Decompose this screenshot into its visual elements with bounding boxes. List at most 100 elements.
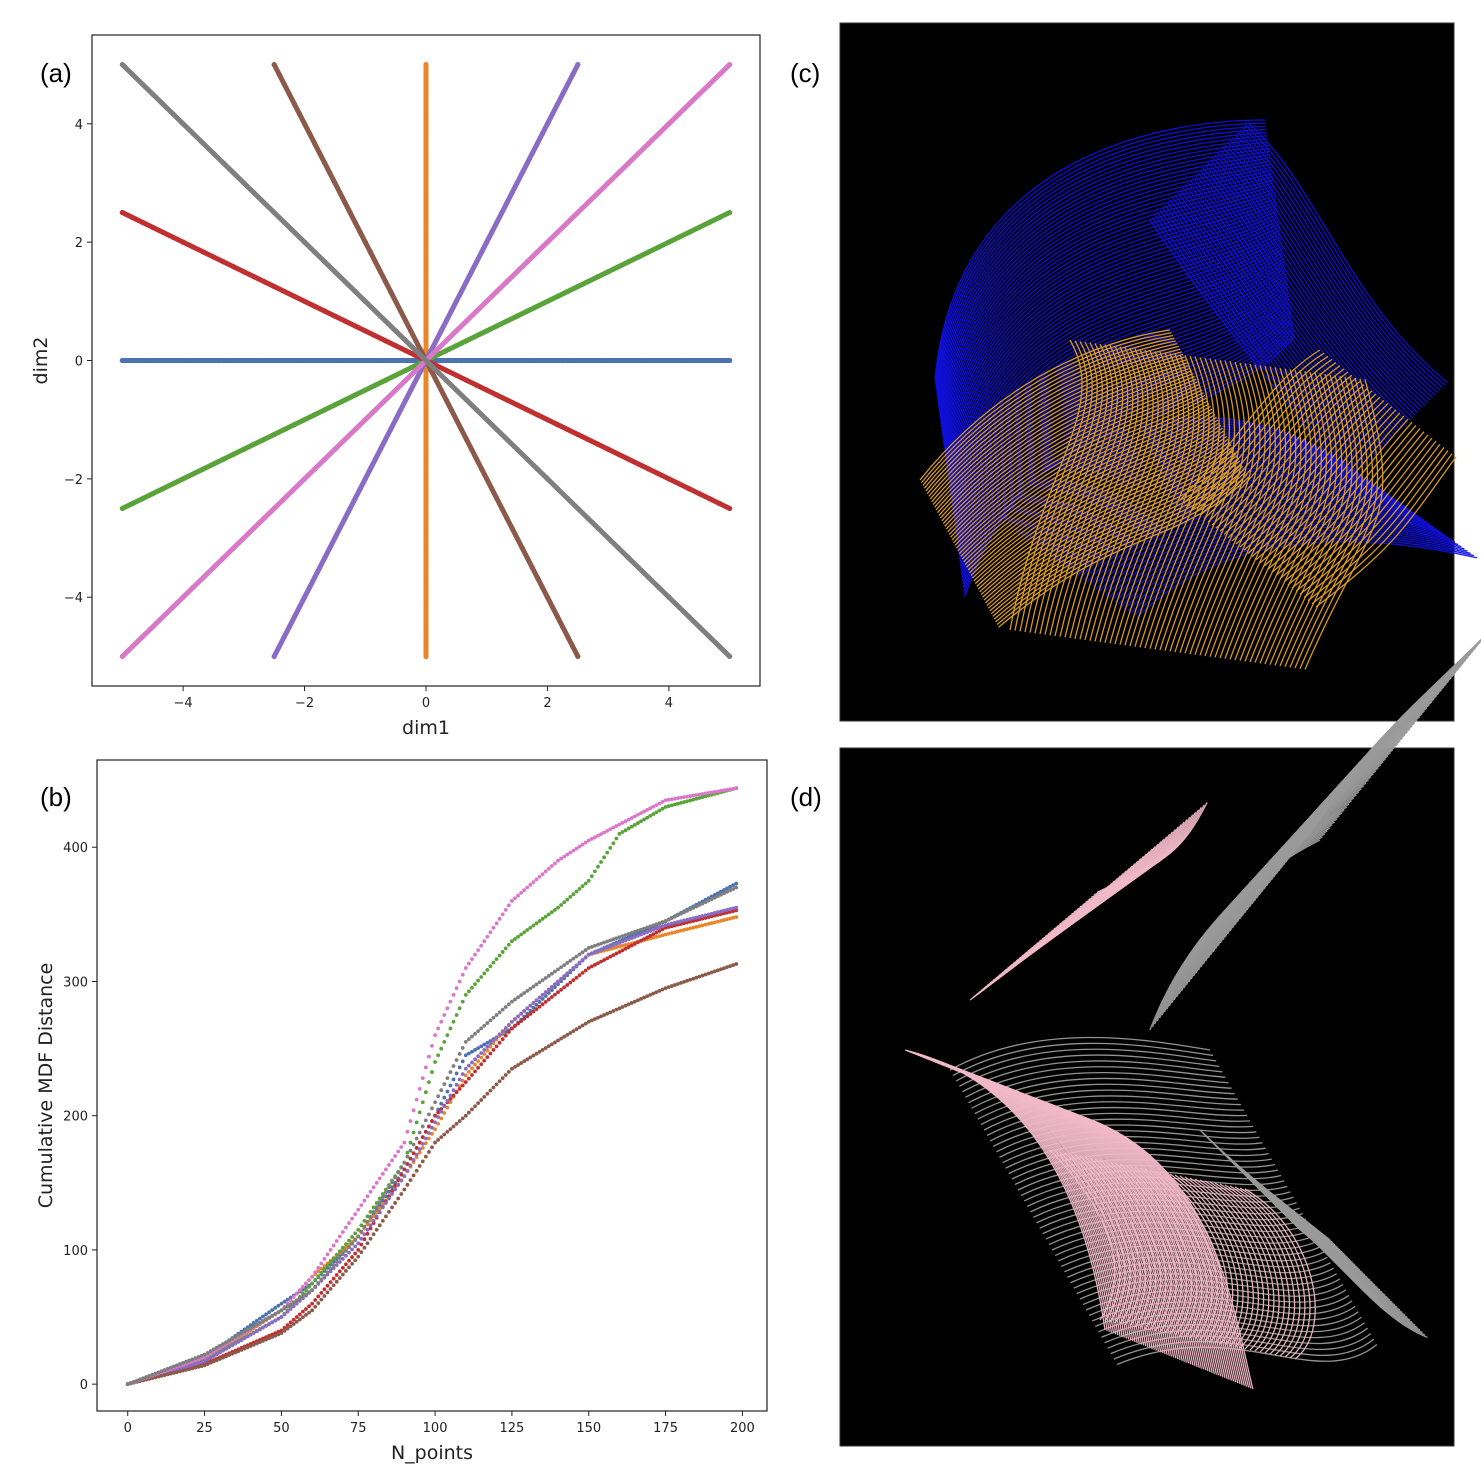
point [382,318,389,324]
point [565,983,570,987]
point [310,1308,315,1313]
point [196,1364,201,1369]
point [442,1132,447,1137]
point [457,1084,462,1089]
point [402,1174,407,1179]
point [442,1039,447,1044]
point [629,824,634,829]
point [454,1121,459,1126]
point [382,377,389,383]
point [423,1065,428,1070]
point [423,338,429,344]
point [276,1310,281,1315]
point [119,505,125,512]
y-tick-label: 2 [75,236,83,251]
point [291,1304,296,1309]
point [377,269,384,275]
point [716,71,723,78]
x-tick-label: 2 [543,696,551,711]
point [445,1105,450,1110]
point [322,456,328,462]
point [332,402,338,408]
point [676,111,682,117]
point [208,1360,213,1365]
point [669,931,674,935]
point [534,140,540,147]
point [436,1121,441,1126]
point [331,1263,336,1268]
point [500,1037,505,1042]
point [599,1014,603,1019]
point [506,1030,511,1034]
point [466,961,471,966]
y-tick-label: 400 [63,841,88,856]
point [433,1140,437,1145]
point [271,431,277,438]
point [608,944,613,949]
point [451,1064,456,1068]
point [503,1030,508,1034]
point [241,446,247,452]
point [524,357,530,364]
point [544,239,551,245]
point [484,298,490,304]
point [725,917,729,922]
point [595,274,601,280]
point [368,1236,373,1241]
point [367,249,373,255]
point [454,1058,459,1062]
point [347,209,353,216]
point [128,1381,133,1385]
point [291,1322,296,1326]
point [503,1073,508,1077]
point [199,1353,204,1358]
point [380,1198,385,1203]
panel-label-c: (c) [790,58,821,88]
point [453,298,459,304]
point [686,229,692,235]
point [285,1323,290,1327]
point [171,1370,176,1375]
point [382,338,389,344]
point [546,987,551,992]
point [494,1044,499,1049]
x-tick-label: 0 [422,696,430,711]
point [147,1373,152,1378]
point [382,278,389,285]
point [340,1245,345,1250]
point [504,200,510,206]
point [466,989,471,994]
point [362,298,368,304]
point [473,1062,477,1067]
point [473,1048,477,1052]
point [666,922,671,927]
point [411,1130,416,1135]
point [700,916,705,921]
point [691,919,696,923]
point [700,923,705,928]
point [473,1069,477,1074]
point [585,200,591,206]
point [669,916,674,921]
point [596,864,600,869]
point [340,1256,345,1261]
point [285,1297,290,1302]
point [331,1276,336,1281]
point [296,111,303,117]
point [261,1325,265,1330]
point [288,1295,293,1300]
point [190,584,196,590]
point [261,1314,265,1319]
x-tick-label: 25 [196,1421,213,1436]
point [605,828,610,833]
point [657,921,662,926]
point [427,1112,431,1117]
point [371,1209,376,1214]
point [393,387,399,393]
point [596,961,600,966]
point [190,471,196,477]
point [460,1059,465,1064]
point [187,1358,192,1363]
point [484,328,490,334]
point [575,431,581,438]
